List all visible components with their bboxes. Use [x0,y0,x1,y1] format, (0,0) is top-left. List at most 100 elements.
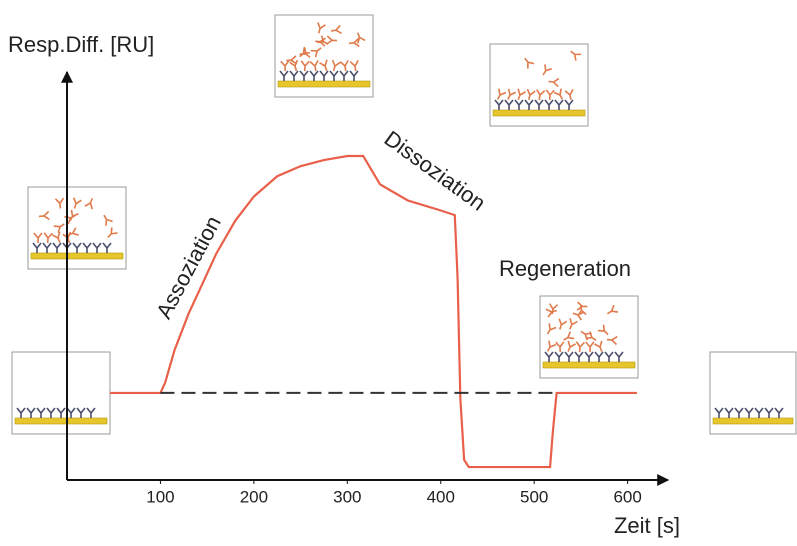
antibody [554,99,564,110]
antibody [584,351,594,362]
antibody [545,89,555,101]
antibody [299,70,309,81]
annotation: Dissoziation [380,126,491,216]
antibody [38,210,50,221]
antibody [73,197,82,209]
sensor-surface [14,417,108,425]
antibody [536,89,546,101]
antibody [567,340,576,352]
antibody [279,70,289,81]
antibody [546,340,557,352]
antibody [32,242,42,253]
sensor-surface [542,361,636,369]
antibody [42,242,52,253]
antibody [542,64,553,76]
antibody [504,99,514,110]
antibody [310,47,322,58]
sensor-surface [712,417,794,425]
antibody [107,227,118,239]
illustration [539,295,639,379]
y-axis-label: Resp.Diff. [RU] [8,32,154,57]
antibody [734,407,744,418]
antibody [300,60,310,72]
antibody [594,351,604,362]
antibody [339,70,349,81]
x-tick-label: 600 [613,487,641,506]
x-tick-label: 200 [240,487,268,506]
antibody [585,341,595,353]
antibody [494,99,504,110]
antibody [555,341,565,353]
illustration [27,186,127,270]
antibody [544,351,554,362]
antibody [76,407,86,418]
antibody [329,70,339,81]
antibody [54,197,65,209]
antibody [356,32,366,44]
illustration [709,351,797,435]
antibody [309,59,319,72]
antibody [534,99,544,110]
illustration [274,14,374,98]
antibody [84,198,94,210]
x-tick-label: 500 [520,487,548,506]
antibody [315,37,326,47]
antibody [576,301,588,311]
antibody [604,351,614,362]
x-axis-label: Zeit [s] [614,513,680,538]
illustration [11,351,111,435]
antibody [349,60,359,72]
antibody [546,323,557,335]
sensor-surface [277,80,371,88]
x-tick-label: 400 [427,487,455,506]
antibody [319,70,329,81]
antibody [569,318,578,330]
antibody [496,88,507,100]
antibody [51,231,61,243]
antibody [594,340,603,352]
antibody [563,331,575,341]
antibody [16,407,26,418]
antibody [574,351,584,362]
antibody [319,59,328,71]
antibody [548,77,560,88]
antibody [754,407,764,418]
antibody [72,242,82,253]
antibody [553,88,564,100]
antibody [92,242,102,253]
antibody [548,303,559,315]
antibody [524,57,535,69]
antibody [606,335,618,346]
antibody [86,407,96,418]
antibody [714,407,724,418]
antibody [103,214,113,226]
antibody [26,407,36,418]
antibody [286,55,297,65]
antibody [514,99,524,110]
antibody [33,232,43,244]
x-tick-label: 300 [333,487,361,506]
antibody [564,88,574,101]
x-tick-label: 100 [146,487,174,506]
antibody [558,318,568,330]
antibody [53,223,65,234]
antibody [564,351,574,362]
antibody [289,70,299,81]
antibody [554,351,564,362]
antibody [580,330,592,341]
antibody [349,70,359,81]
antibody [330,24,342,34]
antibody [36,407,46,418]
illustration [489,43,589,127]
sensor-surface [492,109,586,117]
antibody [544,99,554,110]
antibody [56,407,66,418]
antibody [52,242,62,253]
antibody [82,242,92,253]
antibody [517,88,526,100]
antibody [299,47,311,58]
sensor-surface [30,252,124,260]
antibody [524,99,534,110]
antibody [507,88,517,100]
